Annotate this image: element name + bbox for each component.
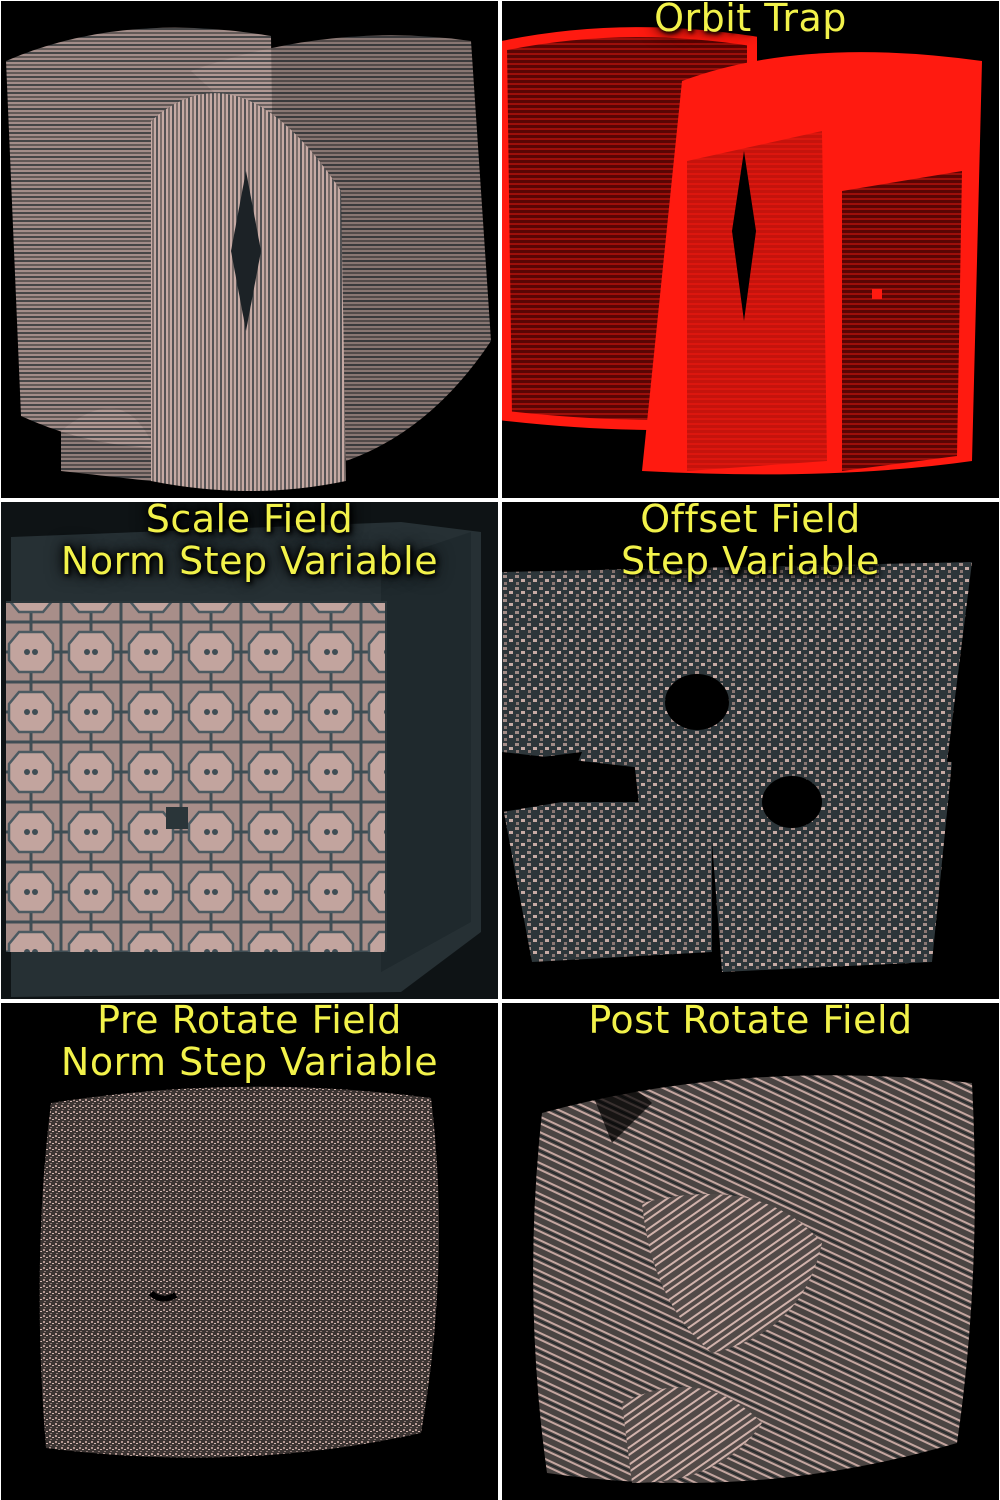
fractal-render-image [6, 27, 491, 491]
pre-rotate-field-render-image [39, 1086, 440, 1458]
post-rotate-field-render-image [533, 1075, 975, 1483]
panel-base-render [1, 1, 498, 498]
scale-field-render-image [1, 502, 498, 999]
panel-scale-field: Scale Field Norm Step Variable [1, 502, 498, 999]
orbit-trap-render-image [502, 27, 982, 475]
offset-field-render-image [502, 562, 972, 972]
panel-orbit-trap: Orbit Trap [502, 1, 999, 498]
panel-pre-rotate-field: Pre Rotate Field Norm Step Variable [1, 1003, 498, 1500]
panel-offset-field: Offset Field Step Variable [502, 502, 999, 999]
panel-post-rotate-field: Post Rotate Field [502, 1003, 999, 1500]
